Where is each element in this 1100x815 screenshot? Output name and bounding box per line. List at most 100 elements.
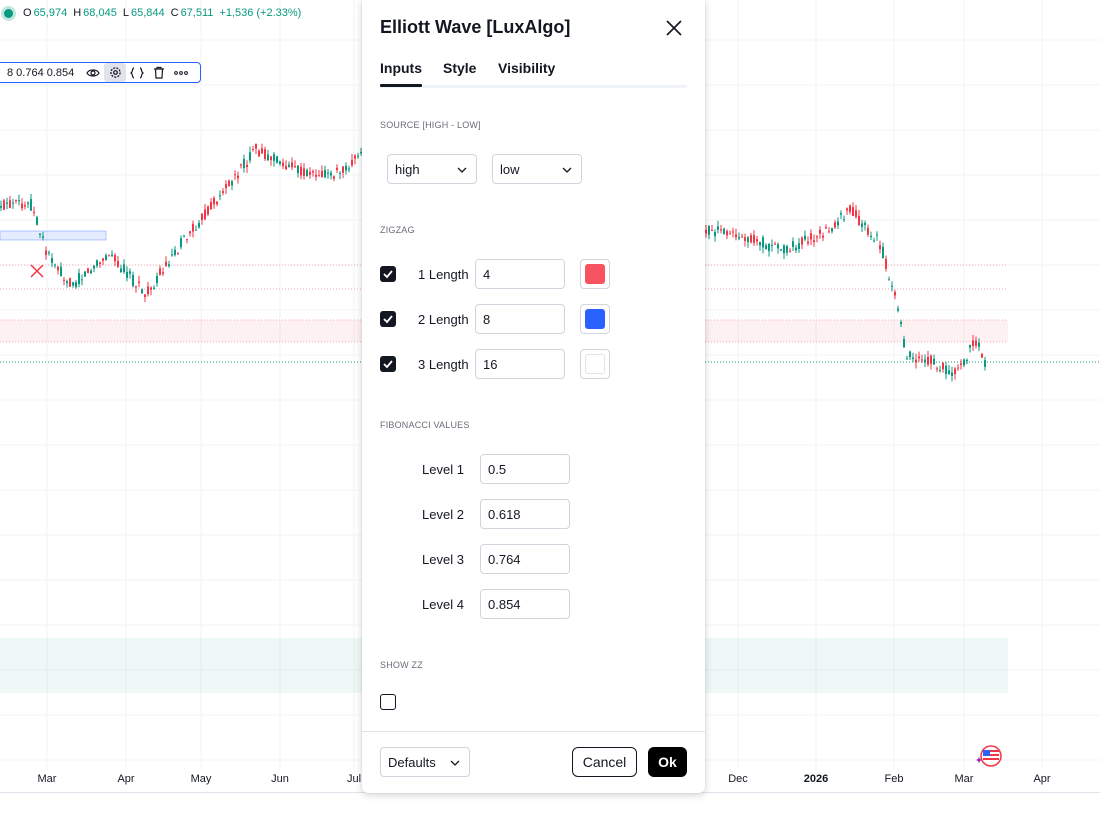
candle-body <box>864 222 866 226</box>
chevron-down-icon <box>457 167 467 173</box>
candle-body <box>843 219 845 221</box>
candle-body <box>90 270 92 274</box>
more-icon[interactable] <box>170 63 192 82</box>
zigzag-3-checkbox[interactable] <box>380 356 396 372</box>
candle-body <box>915 359 917 363</box>
high-label: H <box>73 7 82 19</box>
section-source: SOURCE [HIGH - LOW] <box>380 120 481 130</box>
candle-body <box>12 202 14 204</box>
zigzag-2-color-button[interactable] <box>580 304 610 334</box>
candle-body <box>828 231 830 233</box>
candle-body <box>210 201 212 210</box>
candle-body <box>780 249 782 251</box>
zigzag-2-length-input[interactable]: 8 <box>475 304 565 334</box>
indicator-settings-dialog: Elliott Wave [LuxAlgo] Inputs Style Visi… <box>362 0 705 793</box>
candle-body <box>336 167 338 171</box>
candle-body <box>24 205 26 207</box>
defaults-dropdown[interactable]: Defaults <box>380 747 470 777</box>
ok-button[interactable]: Ok <box>648 747 687 777</box>
candle-body <box>972 340 974 346</box>
tab-style[interactable]: Style <box>443 60 477 76</box>
candle-body <box>111 254 113 257</box>
zigzag-2-checkbox[interactable] <box>380 311 396 327</box>
source-code-icon[interactable] <box>126 63 148 82</box>
candle-body <box>51 258 53 263</box>
cancel-button[interactable]: Cancel <box>572 747 637 777</box>
candle-body <box>153 287 155 289</box>
candle-body <box>933 358 935 365</box>
close-value: 67,511 <box>180 7 214 19</box>
source-low-select[interactable]: low <box>492 154 582 184</box>
tab-visibility[interactable]: Visibility <box>498 60 556 76</box>
candle-body <box>189 231 191 234</box>
candle-body <box>276 156 278 163</box>
indicator-legend[interactable]: 8 0.764 0.854 <box>0 62 201 83</box>
zigzag-1-checkbox[interactable] <box>380 266 396 282</box>
source-high-select[interactable]: high <box>387 154 477 184</box>
candle-body <box>789 250 791 252</box>
zigzag-1-color-button[interactable] <box>580 259 610 289</box>
candle-body <box>72 282 74 286</box>
zigzag-1-length-input[interactable]: 4 <box>475 259 565 289</box>
candle-body <box>84 271 86 277</box>
candle-body <box>294 166 296 168</box>
time-label: Jun <box>271 773 289 785</box>
zigzag-2-label: 2 Length <box>418 312 469 327</box>
candle-body <box>918 356 920 359</box>
candle-body <box>216 201 218 205</box>
candle-body <box>966 359 968 361</box>
color-swatch <box>585 264 605 284</box>
candle-body <box>894 291 896 296</box>
candle-body <box>351 159 353 166</box>
tab-inputs[interactable]: Inputs <box>380 60 422 87</box>
eye-icon[interactable] <box>82 63 104 82</box>
candle-body <box>297 165 299 174</box>
candle-body <box>708 226 710 235</box>
candle-body <box>852 207 854 216</box>
show-zz-checkbox[interactable] <box>380 694 396 710</box>
candle-body <box>735 234 737 238</box>
close-icon[interactable] <box>662 16 686 40</box>
candle-body <box>174 249 176 255</box>
candle-body <box>339 172 341 174</box>
candle-body <box>93 265 95 269</box>
zigzag-3-label: 3 Length <box>418 357 469 372</box>
settings-icon[interactable] <box>104 63 127 82</box>
candle-body <box>180 238 182 248</box>
candle-body <box>720 229 722 231</box>
indicator-values: 8 0.764 0.854 <box>7 66 75 79</box>
candle-body <box>69 278 71 287</box>
candle-body <box>909 351 911 358</box>
zigzag-3-color-button[interactable] <box>580 349 610 379</box>
candle-body <box>732 231 734 233</box>
candle-body <box>57 266 59 271</box>
candle-body <box>930 355 932 364</box>
market-status-dot <box>4 8 13 18</box>
candle-body <box>123 264 125 273</box>
fib-level-3-input[interactable]: 0.764 <box>480 544 570 574</box>
candle-body <box>753 235 755 243</box>
fib-level-1-label: Level 1 <box>422 462 464 477</box>
candle-body <box>144 294 146 297</box>
candle-body <box>231 181 233 186</box>
candle-body <box>75 282 77 288</box>
candle-body <box>861 223 863 228</box>
us-flag-icon[interactable] <box>975 745 1005 767</box>
source-high-value: high <box>395 161 420 177</box>
fib-level-1-input[interactable]: 0.5 <box>480 454 570 484</box>
candle-body <box>18 200 20 202</box>
delete-icon[interactable] <box>148 63 170 82</box>
fib-level-4-input[interactable]: 0.854 <box>480 589 570 619</box>
candle-body <box>15 200 17 202</box>
candle-body <box>252 149 254 151</box>
zigzag-3-length-input[interactable]: 16 <box>475 349 565 379</box>
chevron-down-icon <box>450 760 460 766</box>
candle-body <box>264 149 266 159</box>
candle-body <box>42 236 44 238</box>
fib-level-2-input[interactable]: 0.618 <box>480 499 570 529</box>
candle-body <box>849 205 851 213</box>
candle-body <box>726 231 728 236</box>
time-axis[interactable]: Mar Apr May Jun Jul Dec 2026 Feb Mar Apr <box>0 771 1100 791</box>
candle-body <box>198 222 200 228</box>
candle-body <box>354 155 356 159</box>
